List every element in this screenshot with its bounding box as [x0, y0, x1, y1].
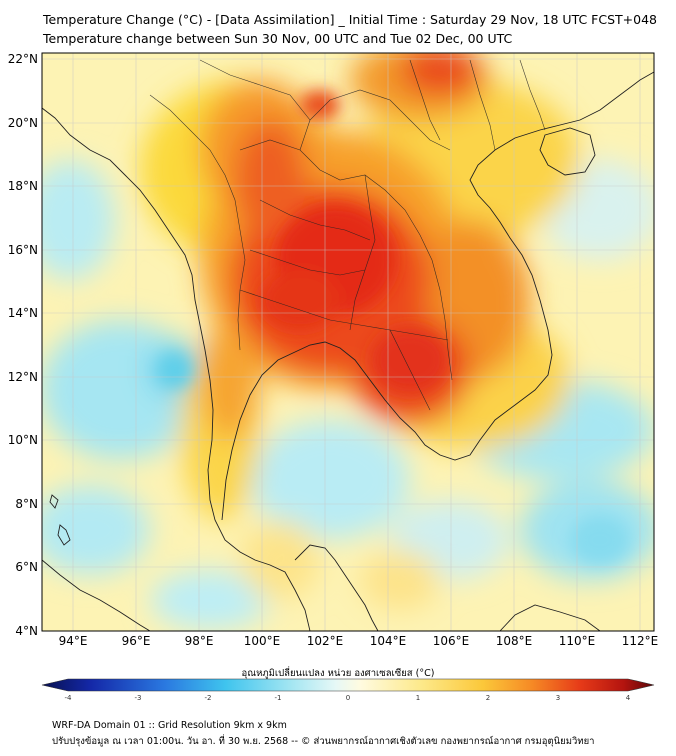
- lon-tick-label: 104°E: [370, 634, 407, 648]
- lat-tick-label: 4°N: [15, 624, 38, 638]
- lat-tick-label: 14°N: [8, 306, 38, 320]
- lon-tick-label: 94°E: [59, 634, 88, 648]
- borders: [149, 59, 546, 411]
- lon-tick-label: 106°E: [433, 634, 470, 648]
- colorbar-tick-label: 0: [346, 694, 350, 702]
- colorbar-tick-label: -3: [135, 694, 142, 702]
- map-subtitle: Temperature change between Sun 30 Nov, 0…: [43, 31, 513, 46]
- lon-tick-label: 96°E: [122, 634, 151, 648]
- lon-tick-label: 110°E: [559, 634, 596, 648]
- colorbar-tick-label: 3: [556, 694, 560, 702]
- coastlines: [42, 71, 654, 631]
- colorbar-tick-label: 2: [486, 694, 490, 702]
- colorbar-tick-label: -2: [205, 694, 212, 702]
- lon-tick-label: 108°E: [496, 634, 533, 648]
- colorbar-tick-label: -1: [275, 694, 282, 702]
- map-frame: [41, 52, 655, 632]
- footer-model-info: WRF-DA Domain 01 :: Grid Resolution 9km …: [52, 720, 287, 731]
- graticule: [42, 53, 654, 631]
- colorbar-tick-label: 1: [416, 694, 420, 702]
- lat-tick-label: 18°N: [8, 179, 38, 193]
- lat-tick-label: 20°N: [8, 116, 38, 130]
- lat-tick-label: 6°N: [15, 560, 38, 574]
- temperature-change-map: 94°E 96°E 98°E 100°E 102°E 104°E 106°E 1…: [8, 52, 659, 648]
- lat-axis: 22°N 20°N 18°N 16°N 14°N 12°N 10°N 8°N 6…: [8, 52, 38, 638]
- colorbar-tick-label: -4: [65, 694, 73, 702]
- lat-tick-label: 12°N: [8, 370, 38, 384]
- lon-tick-label: 98°E: [185, 634, 214, 648]
- colorbar-ticks: -4 -3 -2 -1 0 1 2 3 4: [65, 694, 631, 702]
- lon-axis: 94°E 96°E 98°E 100°E 102°E 104°E 106°E 1…: [59, 634, 659, 648]
- footer-update-info: ปรับปรุงข้อมูล ณ เวลา 01:00น. วัน อา. ที…: [52, 736, 595, 747]
- map-title: Temperature Change (°C) - [Data Assimila…: [43, 12, 658, 27]
- lat-tick-label: 8°N: [15, 497, 38, 511]
- lat-tick-label: 22°N: [8, 52, 38, 66]
- temperature-field: [42, 53, 654, 631]
- lon-tick-label: 100°E: [244, 634, 281, 648]
- lon-tick-label: 102°E: [307, 634, 344, 648]
- colorbar: -4 -3 -2 -1 0 1 2 3 4: [41, 678, 655, 702]
- colorbar-tick-label: 4: [626, 694, 631, 702]
- lat-tick-label: 10°N: [8, 433, 38, 447]
- lat-tick-label: 16°N: [8, 243, 38, 257]
- colorbar-label: อุณหภูมิเปลี่ยนแปลง หน่วย องศาเซลเซียส (…: [241, 668, 435, 679]
- lon-tick-label: 112°E: [622, 634, 659, 648]
- colorbar-bar: [41, 678, 655, 692]
